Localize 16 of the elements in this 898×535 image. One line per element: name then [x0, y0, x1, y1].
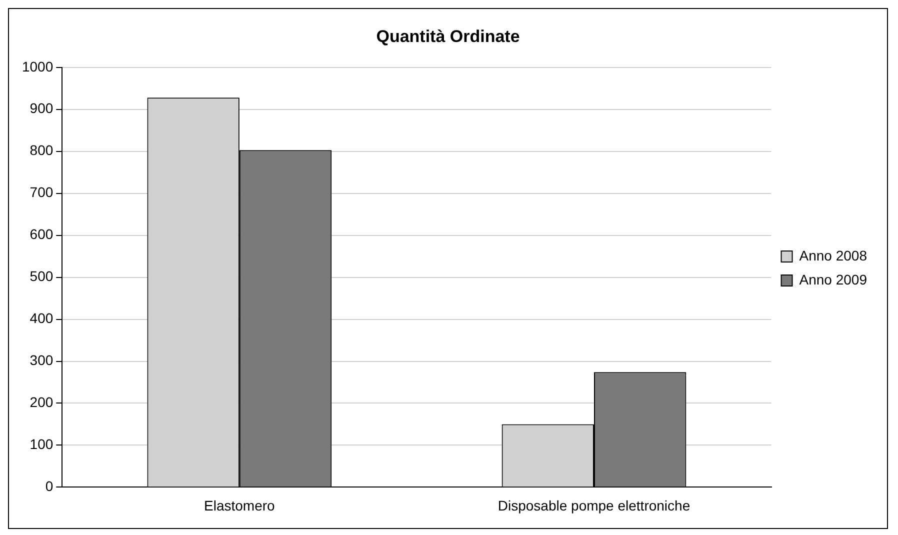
y-tick-label: 1000	[22, 58, 54, 74]
y-tick-label: 700	[30, 184, 54, 200]
y-tick-label: 800	[30, 142, 54, 158]
y-tick-label: 600	[30, 226, 54, 242]
y-tick-label: 0	[45, 478, 54, 494]
y-tick-label: 400	[30, 310, 54, 326]
legend-label: Anno 2008	[799, 247, 868, 264]
y-tick-label: 300	[30, 352, 54, 368]
y-tick-label: 900	[30, 100, 54, 116]
y-tick-label: 100	[30, 436, 54, 452]
y-tick-label: 200	[30, 394, 54, 410]
legend-label: Anno 2009	[799, 271, 868, 288]
chart-title: Quantità Ordinate	[376, 26, 520, 46]
y-tick-label: 500	[30, 268, 54, 284]
x-tick-label: Elastomero	[204, 497, 276, 514]
x-tick-label: Disposable pompe elettroniche	[498, 497, 690, 514]
